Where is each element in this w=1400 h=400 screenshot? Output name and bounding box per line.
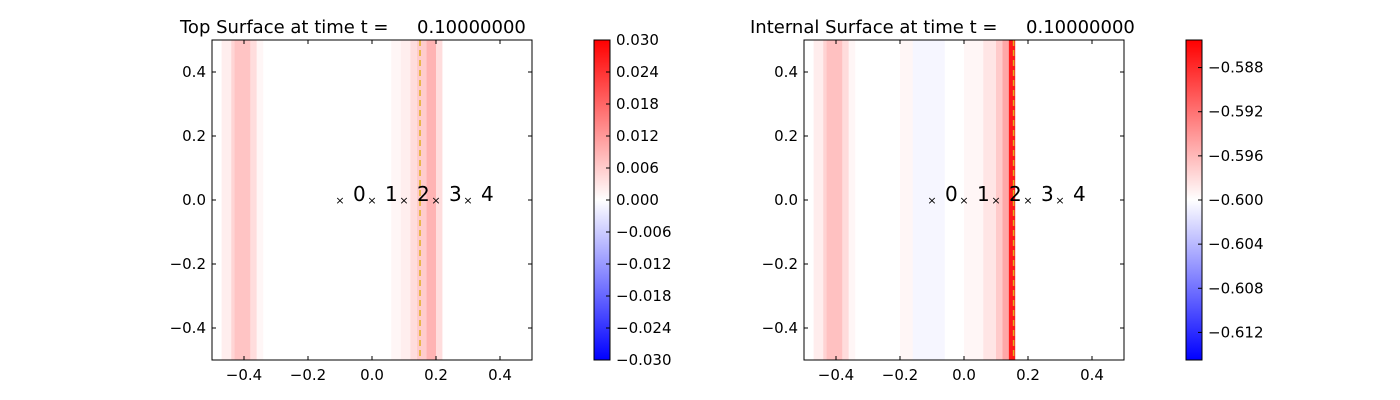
heatmap-band (256, 40, 264, 360)
heatmap-band (1002, 40, 1009, 360)
gauge-label: 1 (385, 182, 398, 206)
gauge-marker: × (1023, 194, 1032, 207)
gauge-marker: × (959, 194, 968, 207)
heatmap-band (221, 40, 232, 360)
heatmap-band (234, 40, 251, 360)
heatmap-band (400, 40, 411, 360)
internal-surface-panel: Internal Surface at time t = 0.10000000 … (750, 17, 1264, 384)
y-tick-label: −0.4 (762, 319, 798, 337)
heatmap-band (848, 40, 856, 360)
chart-title: Top Surface at time t = 0.10000000 (179, 17, 526, 38)
x-tick-label: 0.2 (1016, 366, 1040, 384)
gauge-marker: × (927, 194, 936, 207)
x-tick-label: 0.0 (360, 366, 384, 384)
top-surface-panel: Top Surface at time t = 0.10000000 × 0 × 1 ×… (170, 17, 672, 384)
heatmap-band (813, 40, 824, 360)
y-tick-label: 0.4 (182, 63, 206, 81)
gauge-label: 0 (353, 182, 366, 206)
gauge-marker: × (1055, 194, 1064, 207)
colorbar-tick-label: −0.592 (1208, 103, 1264, 121)
heatmap-band (823, 40, 827, 360)
gauge-markers: × 0 × 1 × 2 × 3 × 4 (335, 182, 493, 207)
gauge-label: 4 (1073, 182, 1086, 206)
heatmap-bands (221, 40, 443, 360)
x-tick-label: 0.2 (424, 366, 448, 384)
y-tick-label: −0.4 (170, 319, 206, 337)
gauge-marker: × (991, 194, 1000, 207)
gauge-marker: × (335, 194, 344, 207)
x-axis-ticks: −0.4 −0.2 0.0 0.2 0.4 (226, 40, 512, 384)
colorbar-tick-label: −0.024 (616, 319, 672, 337)
heatmap-band (436, 40, 443, 360)
heatmap-band (996, 40, 1003, 360)
heatmap-bands (813, 40, 1016, 360)
heatmap-band (842, 40, 849, 360)
colorbar-tick-label: 0.000 (616, 191, 659, 209)
heatmap-band (826, 40, 843, 360)
colorbar-tick-label: −0.006 (616, 223, 672, 241)
y-tick-label: 0.2 (774, 127, 798, 145)
y-tick-label: 0.4 (774, 63, 798, 81)
x-tick-label: 0.4 (1080, 366, 1104, 384)
gauge-marker: × (399, 194, 408, 207)
gauge-label: 2 (417, 182, 430, 206)
heatmap-band (1008, 40, 1016, 360)
x-tick-label: −0.4 (226, 366, 262, 384)
colorbar-ticks: 0.030 0.024 0.018 0.012 0.006 0.000 −0.006 −0.0… (606, 31, 672, 369)
colorbar-tick-label: −0.030 (616, 351, 672, 369)
heatmap-band (391, 40, 401, 360)
gauge-label: 1 (977, 182, 990, 206)
x-axis-ticks: −0.4 −0.2 0.0 0.2 0.4 (818, 40, 1104, 384)
colorbar-tick-label: −0.604 (1208, 235, 1264, 253)
gauge-label: 3 (449, 182, 462, 206)
gauge-marker: × (463, 194, 472, 207)
y-axis-ticks: 0.4 0.2 0.0 −0.2 −0.4 (170, 63, 532, 337)
heatmap-band (250, 40, 257, 360)
y-tick-label: 0.2 (182, 127, 206, 145)
gauge-marker: × (431, 194, 440, 207)
heatmap-band (410, 40, 417, 360)
x-tick-label: −0.4 (818, 366, 854, 384)
y-tick-label: 0.0 (182, 191, 206, 209)
colorbar-tick-label: −0.018 (616, 287, 672, 305)
colorbar-tick-label: 0.018 (616, 95, 659, 113)
heatmap-band (231, 40, 235, 360)
colorbar-tick-label: 0.012 (616, 127, 659, 145)
colorbar-tick-label: −0.588 (1208, 59, 1264, 77)
gauge-label: 2 (1009, 182, 1022, 206)
heatmap-band (983, 40, 996, 360)
x-tick-label: −0.2 (290, 366, 326, 384)
colorbar-tick-label: −0.608 (1208, 279, 1264, 297)
heatmap-band (426, 40, 436, 360)
heatmap-band (416, 40, 427, 360)
x-tick-label: −0.2 (882, 366, 918, 384)
y-axis-ticks: 0.4 0.2 0.0 −0.2 −0.4 (762, 63, 1124, 337)
gauge-label: 0 (945, 182, 958, 206)
colorbar-tick-label: −0.596 (1208, 147, 1264, 165)
colorbar-tick-label: −0.612 (1208, 323, 1264, 341)
colorbar-tick-label: 0.024 (616, 63, 659, 81)
heatmap-band (964, 40, 984, 360)
y-tick-label: 0.0 (774, 191, 798, 209)
gauge-markers: × 0 × 1 × 2 × 3 × 4 (927, 182, 1085, 207)
y-tick-label: −0.2 (762, 255, 798, 273)
x-tick-label: 0.0 (952, 366, 976, 384)
heatmap-band (912, 40, 945, 360)
gauge-marker: × (367, 194, 376, 207)
y-tick-label: −0.2 (170, 255, 206, 273)
colorbar-tick-label: −0.012 (616, 255, 672, 273)
gauge-label: 3 (1041, 182, 1054, 206)
colorbar-tick-label: 0.006 (616, 159, 659, 177)
colorbar-tick-label: −0.600 (1208, 191, 1264, 209)
x-tick-label: 0.4 (488, 366, 512, 384)
heatmap-band (900, 40, 913, 360)
chart-title: Internal Surface at time t = 0.10000000 (750, 17, 1135, 38)
colorbar-ticks: −0.588 −0.592 −0.596 −0.600 −0.604 −0.608 −0.6… (1198, 59, 1264, 341)
colorbar-tick-label: 0.030 (616, 31, 659, 49)
gauge-label: 4 (481, 182, 494, 206)
